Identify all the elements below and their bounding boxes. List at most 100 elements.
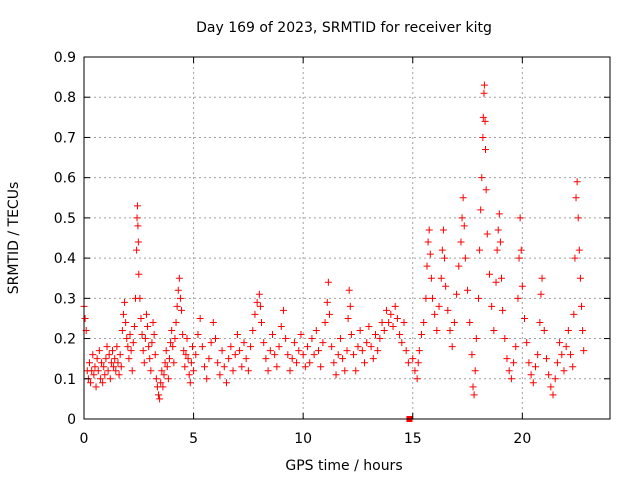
data-point [306,359,314,367]
data-point [295,347,303,355]
data-point [433,327,441,335]
x-tick-label: 5 [189,431,198,447]
data-point [498,274,506,282]
data-point [201,363,209,371]
data-point [122,318,130,326]
data-point [266,347,274,355]
data-point [517,246,525,254]
data-point [304,343,312,351]
data-point [214,359,222,367]
data-point [453,290,461,298]
data-point [409,355,417,363]
data-point [185,371,193,379]
data-point [514,294,522,302]
data-point [233,331,241,339]
data-point [567,351,575,359]
data-point [231,351,239,359]
data-point [529,379,537,387]
x-tick-label: 0 [80,431,89,447]
data-point [116,351,124,359]
data-point [560,367,568,375]
data-point [104,367,112,375]
data-point [258,318,266,326]
data-point [194,331,202,339]
data-point [124,343,132,351]
data-point [161,359,169,367]
data-point [578,302,586,310]
data-point [426,250,434,258]
data-point [134,238,142,246]
data-point [446,327,454,335]
y-axis-label: SRMTID / TECUs [6,182,22,295]
data-point [271,351,279,359]
data-point [264,367,272,375]
data-point [240,339,248,347]
data-point [317,363,325,371]
data-point [251,310,259,318]
data-point [469,383,477,391]
data-point [325,310,333,318]
data-point [450,318,458,326]
data-point [92,383,100,391]
data-point [130,322,138,330]
data-point [308,335,316,343]
data-point [556,339,564,347]
data-point [537,290,545,298]
data-point [418,331,426,339]
data-point [99,379,107,387]
data-point [198,343,206,351]
data-point [205,355,213,363]
data-point [575,246,583,254]
data-point [393,314,401,322]
data-point [558,351,566,359]
data-point [376,335,384,343]
data-point [339,355,347,363]
data-point [236,347,244,355]
data-point [145,343,153,351]
x-tick-label: 10 [294,431,312,447]
data-point [238,363,246,371]
data-point [149,318,157,326]
data-point [345,286,353,294]
data-point [151,351,159,359]
data-point [140,359,148,367]
data-point [428,294,436,302]
data-point [138,331,146,339]
data-point [480,81,488,89]
data-point [178,306,186,314]
data-point [321,318,329,326]
x-tick-label: 15 [404,431,422,447]
data-point [146,355,154,363]
data-point [196,314,204,322]
data-point [156,395,164,403]
data-point [437,274,445,282]
data-point [103,343,111,351]
data-point [299,351,307,359]
data-point [485,270,493,278]
data-point [354,343,362,351]
y-tick-label: 0.8 [54,90,76,106]
data-point [286,367,294,375]
data-point [385,318,393,326]
data-point [297,331,305,339]
data-point [512,343,520,351]
data-point [344,314,352,322]
data-point [363,339,371,347]
data-point [343,347,351,355]
data-point [152,375,160,383]
data-point [118,327,126,335]
x-axis-label: GPS time / hours [285,458,402,474]
data-point [480,89,488,97]
data-point [142,310,150,318]
data-point [365,322,373,330]
data-point [496,238,504,246]
data-point [290,339,298,347]
data-point [460,222,468,230]
data-point [119,310,127,318]
data-point [389,322,397,330]
data-point [260,339,268,347]
data-point [167,339,175,347]
data-point [81,314,89,322]
data-point [162,347,170,355]
data-point [301,363,309,371]
